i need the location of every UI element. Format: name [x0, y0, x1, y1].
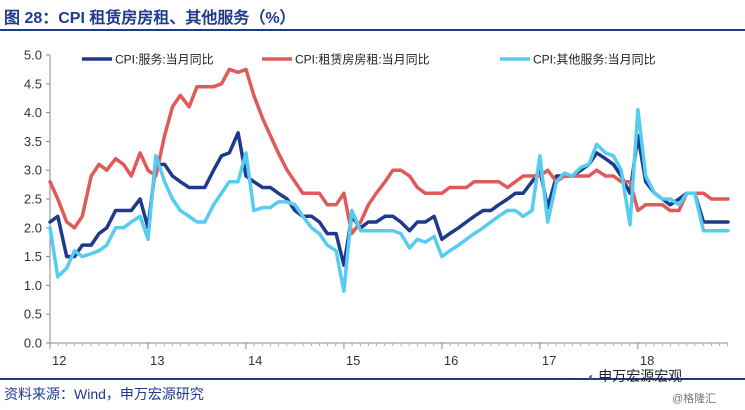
source-note: 资料来源：Wind，申万宏源研究: [4, 386, 204, 402]
y-tick-label: 4.5: [24, 76, 42, 91]
series-line-1: [48, 131, 730, 267]
x-tick-label: 18: [640, 353, 654, 368]
y-tick-label: 3.0: [24, 163, 42, 178]
x-tick-label: 15: [346, 353, 360, 368]
legend-label-3: CPI:其他服务:当月同比: [533, 52, 656, 67]
watermark-text: 申万宏源宏观: [598, 368, 683, 384]
y-tick-label: 3.5: [24, 134, 42, 149]
x-tick-label: 13: [150, 353, 164, 368]
y-tick-label: 1.5: [24, 249, 42, 264]
y-tick-label: 0.0: [24, 336, 42, 351]
y-tick-label: 1.0: [24, 278, 42, 293]
legend-label-2: CPI:租赁房房租:当月同比: [295, 52, 430, 67]
y-tick-label: 5.0: [24, 48, 42, 63]
x-tick-label: 12: [52, 353, 66, 368]
x-tick-label: 17: [542, 353, 556, 368]
watermark: ◐ 申万宏源宏观: [588, 366, 682, 386]
x-tick-label: 16: [444, 353, 458, 368]
series-line-3: [48, 107, 730, 293]
chart-title: 图 28：CPI 租赁房房租、其他服务（%）: [4, 10, 296, 27]
wechat-icon: ◐: [588, 370, 596, 384]
y-tick-label: 0.5: [24, 307, 42, 322]
source-divider: [0, 378, 745, 380]
legend-label-1: CPI:服务:当月同比: [115, 52, 214, 67]
x-tick-label: 14: [248, 353, 262, 368]
line-chart: 0.0 0.5 1.0 1.5 2.0 2.5 3.0 3.5 4.0 4.5 5.0 12 13 14 1…: [24, 48, 730, 368]
series-line-2: [48, 67, 730, 236]
y-tick-label: 4.0: [24, 105, 42, 120]
title-divider: [0, 29, 745, 31]
y-tick-label: 2.5: [24, 192, 42, 207]
y-tick-label: 2.0: [24, 220, 42, 235]
watermark-sub: @格隆汇: [672, 393, 717, 405]
